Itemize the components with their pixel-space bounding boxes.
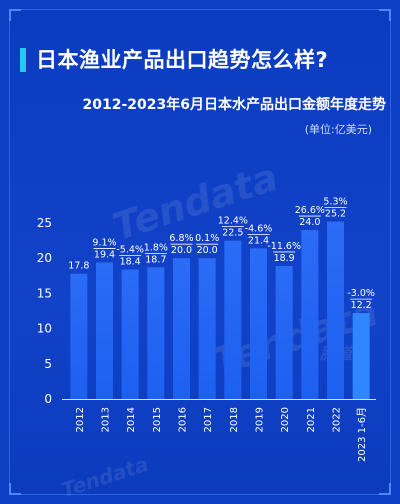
x-tick-label: 2013 [101, 407, 112, 432]
y-tick-label: 15 [37, 286, 52, 300]
y-tick-label: 20 [37, 251, 52, 265]
unit-label: (单位:亿美元) [304, 123, 372, 136]
x-tick-label: 2018 [229, 407, 240, 432]
bar [352, 313, 370, 399]
growth-label: 9.1% [92, 237, 116, 248]
bar [198, 258, 216, 399]
bar [250, 248, 267, 399]
growth-label: 6.8% [169, 233, 193, 244]
growth-label: -4.6% [245, 223, 273, 234]
value-label: 19.4 [94, 249, 115, 260]
x-tick-label: 2020 [280, 407, 291, 432]
y-tick-label: 10 [37, 322, 52, 336]
headline-accent-bar [20, 48, 26, 72]
growth-label: 1.8% [144, 242, 168, 253]
growth-label: -3.0% [347, 288, 375, 299]
bar [147, 267, 165, 399]
x-tick-label: 2016 [178, 407, 189, 432]
x-tick-label: 2022 [332, 407, 343, 432]
bar [224, 240, 242, 399]
value-label: 18.9 [274, 253, 295, 264]
x-tick-label: 2017 [203, 407, 214, 432]
x-tick-label: 2012 [75, 407, 86, 432]
growth-label: -5.4% [116, 244, 144, 255]
value-label: 20.0 [197, 245, 218, 256]
frame-corner [379, 483, 391, 495]
bar [121, 269, 139, 399]
value-label: 18.7 [145, 254, 166, 265]
value-label: 25.2 [325, 209, 346, 220]
bar [96, 262, 113, 399]
value-label: 22.5 [222, 228, 243, 239]
value-label: 18.4 [120, 256, 141, 267]
x-tick-label: 2014 [126, 407, 137, 432]
growth-label: 12.4% [218, 216, 248, 227]
value-label: 12.2 [351, 300, 372, 311]
x-tick-label: 2021 [306, 407, 317, 432]
bar [301, 230, 319, 399]
x-tick-label: 2019 [255, 407, 266, 432]
bar [70, 273, 88, 399]
x-tick-label: 2015 [152, 407, 163, 432]
y-tick-label: 5 [44, 357, 52, 371]
headline: 日本渔业产品出口趋势怎么样? [36, 48, 329, 72]
frame-corner [9, 9, 21, 21]
x-tick-label: 2023 1-6月 [356, 407, 368, 462]
y-tick-label: 0 [44, 392, 52, 406]
value-label: 17.8 [68, 261, 89, 272]
bar [327, 221, 344, 399]
value-label: 21.4 [248, 235, 269, 246]
frame-corner [9, 483, 21, 495]
growth-label: -11.6% [267, 241, 301, 252]
growth-label: 26.6% [295, 205, 325, 216]
growth-label: 0.1% [195, 233, 219, 244]
value-label: 24.0 [299, 217, 320, 228]
bar [173, 258, 190, 399]
bar [275, 265, 293, 399]
y-tick-label: 25 [37, 216, 52, 230]
frame-corner [379, 9, 391, 21]
growth-label: 5.3% [323, 197, 347, 208]
chart-title: 2012-2023年6月日本水产品出口金额年度走势 [82, 97, 386, 113]
value-label: 20.0 [171, 245, 192, 256]
